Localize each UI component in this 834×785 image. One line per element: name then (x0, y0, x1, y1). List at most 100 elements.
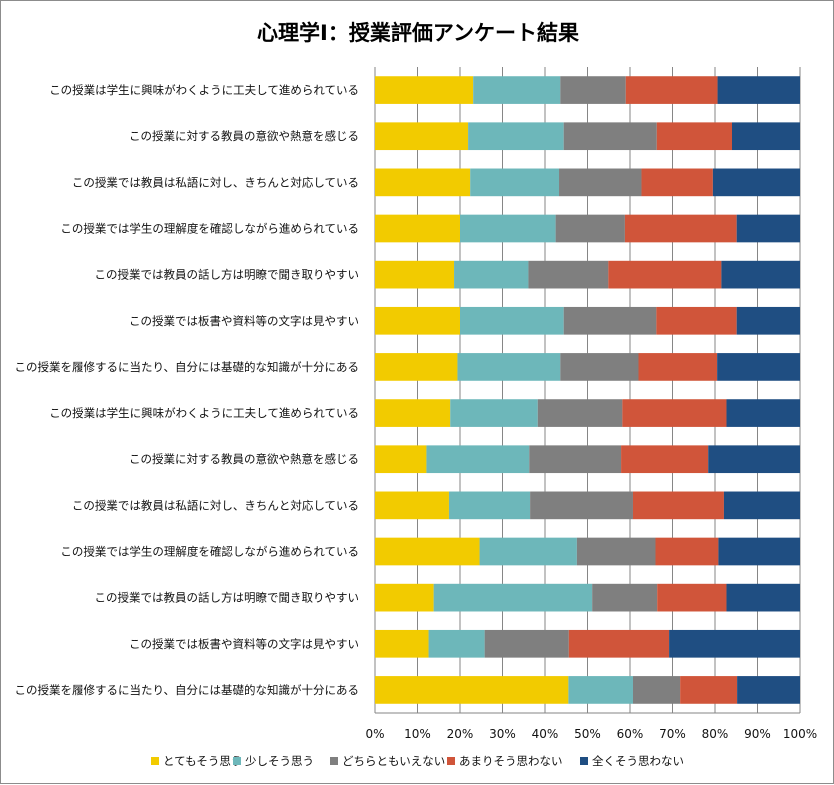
bar-segment-5 (717, 76, 800, 104)
bar-segment-3 (632, 676, 681, 704)
bar-segment-4 (655, 537, 719, 566)
bar-segment-1 (375, 168, 471, 197)
legend-swatch (233, 757, 241, 765)
legend-swatch (151, 757, 159, 765)
bar-segment-3 (555, 214, 625, 243)
legend-label: 少しそう思う (245, 754, 314, 768)
category-label: この授業に対する教員の意欲や熱意を感じる (129, 129, 359, 143)
bar-segment-1 (375, 122, 469, 151)
x-tick-label: 70% (659, 727, 686, 741)
category-label: この授業では教員は私語に対し、きちんと対応している (72, 498, 359, 512)
bar-segment-1 (375, 353, 458, 381)
legend-label: どちらともいえない (342, 754, 445, 768)
bars (375, 76, 800, 704)
gridlines (374, 67, 801, 714)
x-tick-label: 0% (365, 727, 384, 741)
bar-segment-3 (563, 306, 657, 335)
bar-segment-4 (656, 306, 737, 335)
bar-segment-2 (568, 676, 633, 704)
category-label: この授業では教員の話し方は明瞭で聞き取りやすい (95, 268, 360, 282)
legend-swatch (447, 757, 455, 765)
legend-swatch (580, 757, 588, 765)
category-label: この授業を履修するに当たり、自分には基礎的な知識が十分にある (14, 360, 359, 374)
category-label: この授業は学生に興味がわくように工夫して進められている (49, 406, 359, 420)
bar-segment-3 (528, 260, 609, 289)
bar-segment-4 (621, 445, 709, 474)
bar-segment-3 (560, 76, 626, 104)
legend-swatch (330, 757, 338, 765)
bar-segment-1 (375, 583, 434, 612)
bar-segment-2 (468, 122, 564, 151)
bar-segment-4 (641, 168, 713, 197)
bar-segment-1 (375, 76, 474, 104)
bar-segment-1 (375, 399, 451, 427)
bar-segment-3 (592, 583, 658, 612)
bar-segment-5 (726, 583, 800, 612)
bar-segment-4 (656, 122, 732, 151)
category-label: この授業は学生に興味がわくように工夫して進められている (49, 83, 359, 97)
bar-segment-2 (479, 537, 577, 566)
bar-segment-3 (529, 445, 622, 474)
bar-segment-5 (708, 445, 800, 474)
category-label: この授業では板書や資料等の文字は見やすい (129, 314, 359, 328)
bar-segment-2 (450, 399, 538, 427)
category-label: この授業に対する教員の意欲や熱意を感じる (129, 452, 359, 466)
bar-segment-4 (568, 629, 670, 658)
bar-segment-1 (375, 676, 569, 704)
bar-segment-3 (530, 491, 633, 520)
bar-segment-1 (375, 445, 427, 474)
bar-segment-5 (732, 122, 800, 151)
bar-segment-1 (375, 260, 455, 289)
legend-label: 全くそう思わない (592, 754, 684, 768)
x-tick-label: 60% (617, 727, 644, 741)
bar-segment-2 (428, 629, 485, 658)
category-label: この授業では学生の理解度を確認しながら進められている (60, 222, 359, 236)
bar-segment-1 (375, 306, 460, 335)
bar-segment-4 (657, 583, 727, 612)
legend: とてもそう思う 少しそう思う どちらともいえない あまりそう思わない 全くそう思わない (151, 754, 684, 768)
bar-segment-1 (375, 214, 460, 243)
bar-segment-5 (712, 168, 800, 197)
bar-segment-3 (537, 399, 623, 427)
bar-segment-5 (736, 306, 800, 335)
bar-segment-5 (736, 214, 800, 243)
category-label: この授業では教員は私語に対し、きちんと対応している (72, 175, 359, 189)
bar-segment-2 (460, 214, 556, 243)
bar-segment-4 (680, 676, 738, 704)
bar-segment-2 (454, 260, 529, 289)
bar-segment-2 (460, 306, 564, 335)
x-tick-label: 50% (574, 727, 601, 741)
category-labels: この授業は学生に興味がわくように工夫して進められているこの授業に対する教員の意欲… (14, 83, 359, 697)
legend-label: あまりそう思わない (459, 754, 563, 768)
bar-segment-1 (375, 537, 480, 566)
bar-segment-5 (723, 491, 800, 520)
bar-segment-2 (473, 76, 561, 104)
bar-segment-4 (638, 353, 718, 381)
bar-segment-4 (625, 76, 718, 104)
bar-segment-4 (608, 260, 722, 289)
bar-segment-3 (563, 122, 657, 151)
bar-segment-4 (622, 399, 727, 427)
bar-segment-3 (576, 537, 656, 566)
bar-segment-2 (457, 353, 561, 381)
bar-segment-3 (559, 168, 642, 197)
x-tick-label: 90% (744, 727, 771, 741)
bar-segment-3 (484, 629, 569, 658)
category-label: この授業では学生の理解度を確認しながら進められている (60, 545, 359, 559)
category-label: この授業を履修するに当たり、自分には基礎的な知識が十分にある (14, 683, 359, 697)
bar-segment-4 (624, 214, 737, 243)
bar-segment-4 (632, 491, 724, 520)
x-axis-ticks: 0% 10% 20% 30% 40% 50% 60% 70% 80% 90% 100% (365, 727, 817, 741)
bar-segment-5 (737, 676, 800, 704)
x-tick-label: 80% (702, 727, 729, 741)
bar-segment-1 (375, 491, 449, 520)
legend-label: とてもそう思う (163, 754, 242, 768)
bar-segment-5 (721, 260, 800, 289)
x-tick-label: 30% (489, 727, 516, 741)
chart-title: 心理学Ⅰ：授業評価アンケート結果 (257, 21, 579, 45)
x-tick-label: 100% (783, 727, 817, 741)
bar-segment-3 (560, 353, 639, 381)
bar-segment-5 (717, 353, 800, 381)
